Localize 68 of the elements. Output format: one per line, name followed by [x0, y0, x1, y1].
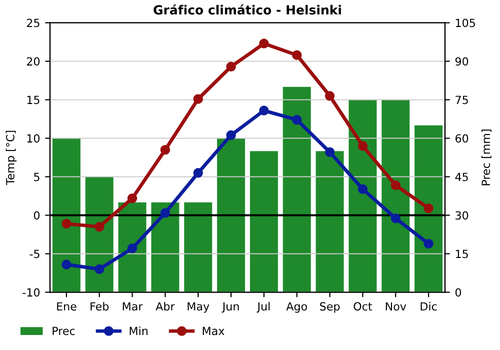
y-tick-label: 10: [27, 134, 40, 143]
bar: [282, 86, 311, 292]
y2-tick-label: 75: [456, 96, 468, 104]
bar: [414, 125, 443, 292]
y2-tick-label: 15: [456, 250, 468, 258]
x-tick-label: Feb: [90, 302, 109, 311]
point: [226, 130, 236, 140]
y2-tick-label: 0: [455, 288, 462, 297]
bar: [52, 138, 80, 292]
x-tick-label: Abr: [156, 302, 175, 311]
point: [424, 238, 434, 249]
bar: [217, 138, 246, 292]
y-tick-label: -5: [30, 250, 40, 258]
point: [160, 144, 170, 155]
bar: [151, 202, 180, 292]
y-axis-title: Temp [°C]: [6, 130, 17, 186]
point: [390, 213, 400, 224]
point: [358, 141, 368, 151]
y-tick-label: 20: [26, 57, 40, 66]
point: [324, 147, 335, 157]
x-tick-label: Jun: [222, 302, 239, 313]
point: [94, 222, 104, 232]
legend-label: Min: [130, 326, 148, 335]
bar: [382, 100, 410, 292]
point: [292, 114, 302, 125]
y-tick-label: 15: [27, 96, 40, 104]
point: [127, 244, 138, 254]
x-tick-label: Sep: [320, 302, 340, 313]
legend-label: Max: [202, 326, 224, 336]
x-tick-label: Mar: [122, 302, 143, 311]
bar: [316, 151, 344, 292]
x-tick-label: Dic: [420, 302, 437, 311]
x-tick-label: Ene: [57, 302, 76, 311]
point: [324, 91, 335, 101]
point: [424, 203, 434, 214]
x-tick-label: Nov: [386, 302, 406, 311]
point: [292, 50, 302, 60]
point: [259, 106, 269, 116]
legend-label: Prec: [52, 326, 75, 336]
y2-tick-label: 105: [456, 18, 475, 28]
point: [390, 180, 400, 190]
y2-tick-label: 90: [455, 57, 468, 66]
point: [127, 193, 138, 204]
chart-title: Gráfico climático - Helsinki: [154, 4, 341, 15]
bar: [250, 151, 278, 292]
y2-axis-title: Prec [mm]: [481, 130, 492, 186]
y2-tick-label: 30: [456, 211, 468, 220]
point: [160, 208, 170, 218]
point: [62, 218, 72, 229]
point: [358, 184, 368, 194]
point: [62, 260, 72, 270]
y-tick-label: 5: [34, 172, 40, 182]
y-tick-label: -10: [22, 288, 40, 297]
point: [193, 94, 203, 104]
x-tick-label: Jul: [256, 302, 270, 313]
y-tick-label: 0: [34, 211, 40, 220]
x-tick-label: May: [188, 302, 210, 313]
point: [226, 62, 236, 72]
point: [259, 38, 269, 48]
x-tick-label: Ago: [286, 302, 307, 313]
bar: [184, 202, 212, 292]
y-tick-label: 25: [26, 18, 40, 28]
bar: [348, 100, 377, 292]
x-tick-label: Oct: [354, 302, 372, 311]
y2-tick-label: 60: [456, 134, 468, 143]
y2-tick-label: 45: [455, 172, 468, 182]
point: [193, 168, 203, 178]
point: [94, 264, 104, 274]
